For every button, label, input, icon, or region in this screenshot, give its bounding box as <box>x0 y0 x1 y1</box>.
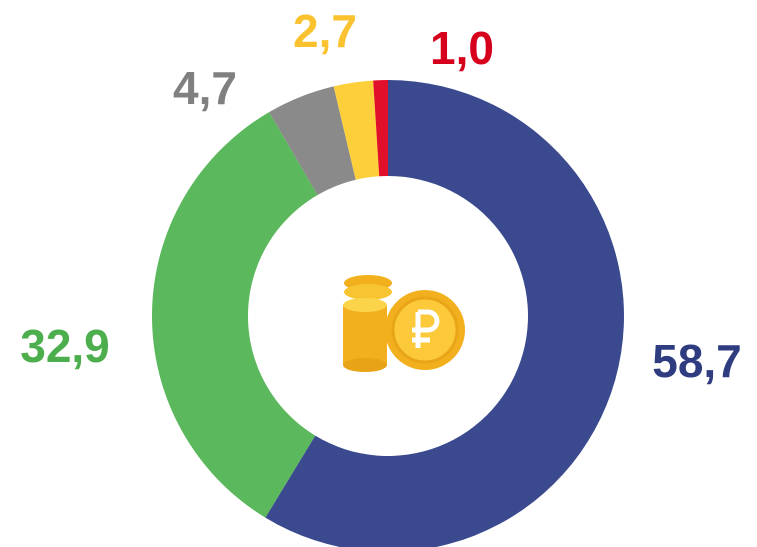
coin-icon <box>343 275 465 372</box>
donut-segment <box>269 86 356 196</box>
donut-segment <box>265 80 625 547</box>
data-label: 1,0 <box>430 22 494 74</box>
data-label: 4,7 <box>173 62 237 114</box>
data-label: 58,7 <box>652 335 742 387</box>
donut-segment <box>373 80 388 177</box>
data-label: 32,9 <box>20 320 110 372</box>
donut-segment <box>151 112 318 518</box>
data-label: 2,7 <box>293 5 357 57</box>
donut-segment <box>333 80 380 180</box>
